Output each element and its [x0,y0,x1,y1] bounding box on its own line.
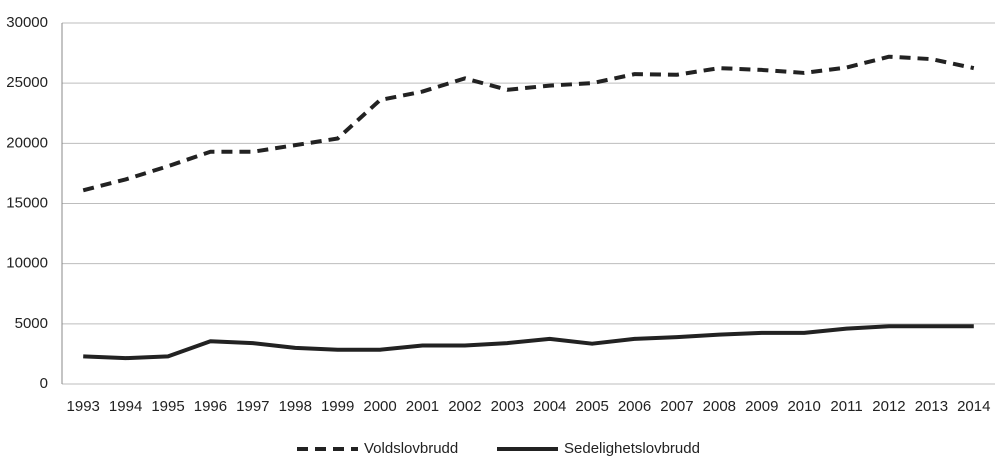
x-tick-label: 2001 [406,398,439,415]
x-tick-label: 2002 [448,398,481,415]
x-tick-label: 2012 [872,398,905,415]
x-tick-label: 2008 [703,398,736,415]
y-tick-label: 0 [40,375,48,392]
x-tick-label: 2011 [830,398,862,415]
x-tick-label: 2009 [745,398,778,415]
y-tick-label: 30000 [6,14,48,31]
x-tick-label: 2000 [363,398,396,415]
x-tick-label: 2003 [491,398,524,415]
y-tick-label: 5000 [15,315,48,332]
x-tick-label: 1994 [109,398,142,415]
x-tick-label: 1997 [236,398,269,415]
x-tick-label: 1999 [321,398,354,415]
x-tick-label: 1998 [279,398,312,415]
y-tick-label: 10000 [6,255,48,272]
series-line [83,324,974,361]
x-tick-label: 2004 [533,398,566,415]
x-tick-label: 2005 [575,398,608,415]
y-tick-label: 20000 [6,134,48,151]
x-tick-label: 1995 [151,398,184,415]
series-line [82,54,975,193]
x-tick-label: 1996 [194,398,227,415]
legend-label: Sedelighetslovbrudd [564,440,700,457]
y-tick-label: 25000 [6,74,48,91]
y-tick-label: 15000 [6,194,48,211]
x-tick-label: 2014 [957,398,990,415]
x-tick-label: 2007 [660,398,693,415]
x-tick-label: 2006 [618,398,651,415]
x-tick-label: 2010 [787,398,820,415]
x-tick-label: 2013 [915,398,948,415]
legend-label: Voldslovbrudd [364,440,458,457]
x-tick-label: 1993 [67,398,100,415]
